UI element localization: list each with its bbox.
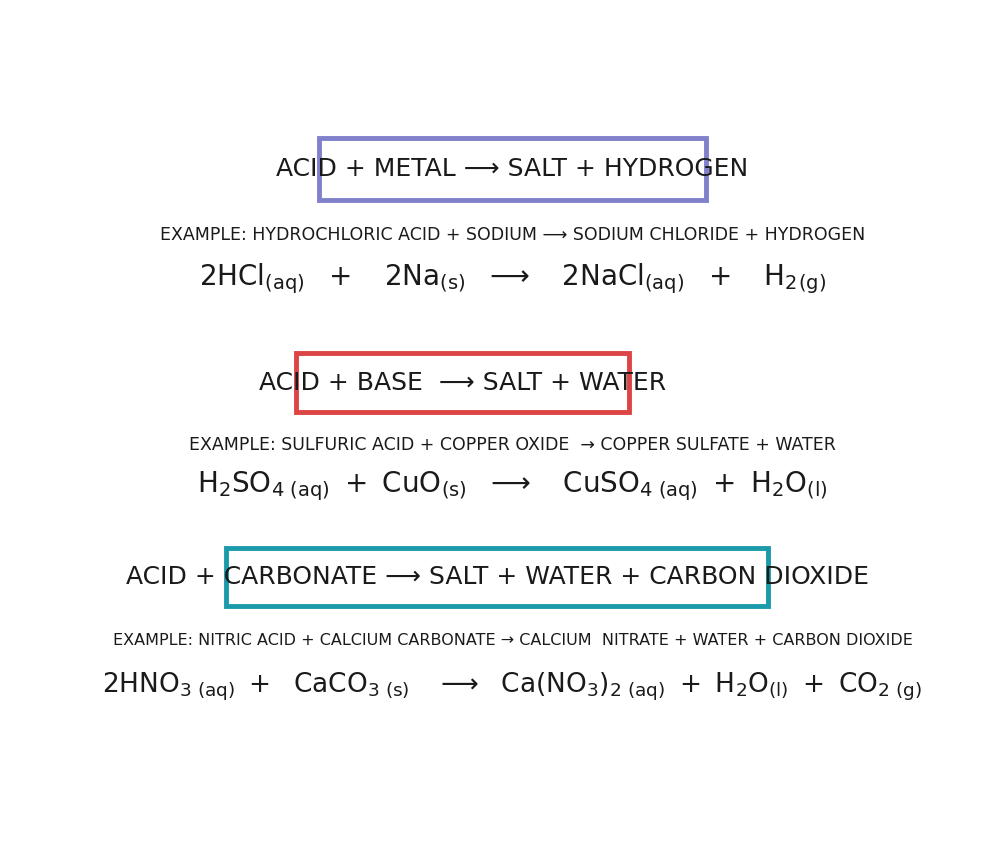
Text: ACID + CARBONATE ⟶ SALT + WATER + CARBON DIOXIDE: ACID + CARBONATE ⟶ SALT + WATER + CARBON… <box>126 565 868 589</box>
Text: $2\mathsf{HCl}_{\mathsf{(aq)}}\ \ +\ \ \ 2\mathsf{Na}_{\mathsf{(s)}}\ \ \longrig: $2\mathsf{HCl}_{\mathsf{(aq)}}\ \ +\ \ \… <box>199 261 826 296</box>
Text: $\mathsf{H}_2\mathsf{SO}_{4\ \mathsf{(aq)}}\ +\ \mathsf{CuO}_{\mathsf{(s)}}\ \ \: $\mathsf{H}_2\mathsf{SO}_{4\ \mathsf{(aq… <box>197 469 828 503</box>
Text: EXAMPLE: SULFURIC ACID + COPPER OXIDE  → COPPER SULFATE + WATER: EXAMPLE: SULFURIC ACID + COPPER OXIDE → … <box>189 436 836 454</box>
Text: EXAMPLE: NITRIC ACID + CALCIUM CARBONATE → CALCIUM  NITRATE + WATER + CARBON DIO: EXAMPLE: NITRIC ACID + CALCIUM CARBONATE… <box>113 632 912 648</box>
FancyBboxPatch shape <box>226 547 768 606</box>
Text: ACID + METAL ⟶ SALT + HYDROGEN: ACID + METAL ⟶ SALT + HYDROGEN <box>276 157 749 181</box>
FancyBboxPatch shape <box>296 353 629 412</box>
Text: EXAMPLE: HYDROCHLORIC ACID + SODIUM ⟶ SODIUM CHLORIDE + HYDROGEN: EXAMPLE: HYDROCHLORIC ACID + SODIUM ⟶ SO… <box>160 226 865 244</box>
Text: ACID + BASE  ⟶ SALT + WATER: ACID + BASE ⟶ SALT + WATER <box>259 371 666 394</box>
FancyBboxPatch shape <box>319 138 706 199</box>
Text: $2\mathsf{HNO}_{3\ \mathsf{(aq)}}\ +\ \ \mathsf{CaCO}_{3\ \mathsf{(s)}}\ \ \ \lo: $2\mathsf{HNO}_{3\ \mathsf{(aq)}}\ +\ \ … <box>102 671 923 703</box>
